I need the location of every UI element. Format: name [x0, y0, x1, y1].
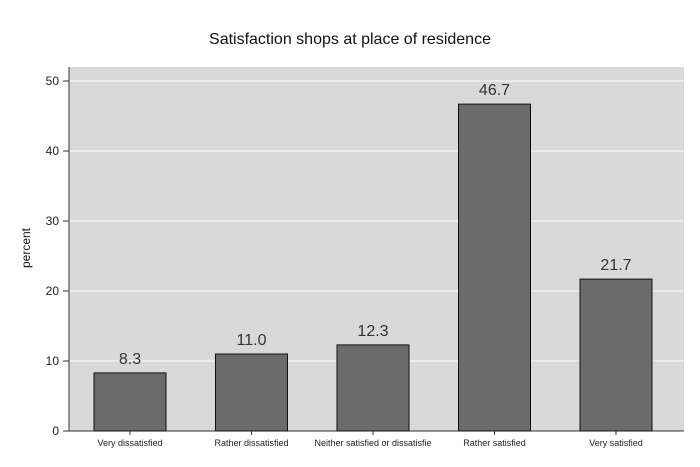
y-tick-label: 30	[46, 214, 60, 228]
bar	[458, 103, 531, 432]
chart-title: Satisfaction shops at place of residence	[209, 31, 491, 48]
y-tick-label: 10	[46, 354, 60, 368]
x-tick-label: Rather dissatisfied	[214, 438, 288, 448]
bar-value-label: 12.3	[357, 323, 388, 340]
y-tick-label: 20	[46, 284, 60, 298]
bar	[93, 372, 167, 432]
x-tick-label: Very satisfied	[589, 438, 643, 448]
y-tick-label: 40	[46, 144, 60, 158]
y-tick-label: 0	[52, 424, 59, 438]
x-tick-label: Neither satisfied or dissatisfie	[314, 438, 431, 448]
bar	[336, 344, 410, 432]
bar	[579, 278, 653, 432]
x-tick-label: Rather satisfied	[463, 438, 526, 448]
bar-value-label: 21.7	[600, 257, 631, 274]
y-tick-label: 50	[46, 74, 60, 88]
bar-value-label: 8.3	[119, 351, 141, 368]
bar-value-label: 46.7	[479, 82, 510, 99]
bar	[215, 353, 288, 432]
bar-value-label: 11.0	[237, 332, 267, 349]
x-tick-label: Very dissatisfied	[97, 438, 162, 448]
